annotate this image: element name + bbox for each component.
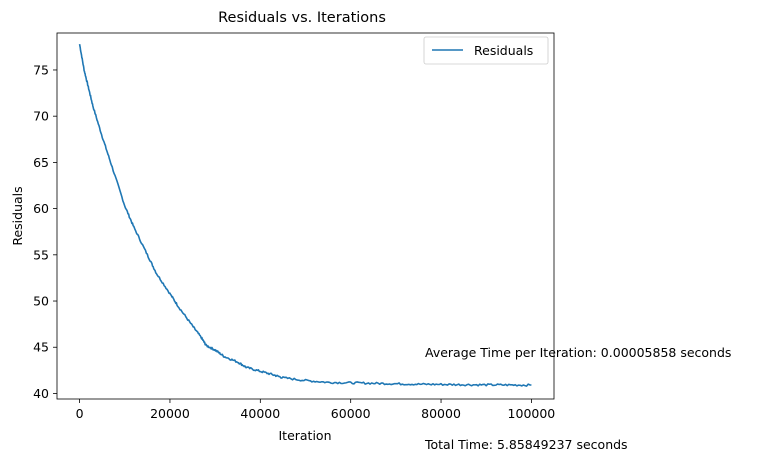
- y-tick-label: 60: [33, 201, 49, 216]
- legend: Residuals: [423, 36, 549, 65]
- x-tick-label: 20000: [150, 406, 190, 421]
- x-tick-label: 80000: [421, 406, 461, 421]
- chart-title: Residuals vs. Iterations: [218, 10, 386, 26]
- annotation-total-time: Total Time: 5.85849237 seconds: [424, 437, 628, 452]
- annotation-average-time: Average Time per Iteration: 0.00005858 s…: [425, 345, 731, 360]
- y-tick-label: 45: [33, 340, 49, 355]
- plot-area-frame: [56, 32, 555, 400]
- x-tick-label: 0: [76, 406, 84, 421]
- y-tick-label: 65: [33, 155, 49, 170]
- legend-box: [423, 36, 549, 65]
- y-tick-label: 40: [33, 386, 49, 401]
- x-tick-label: 40000: [240, 406, 280, 421]
- x-tick-label: 60000: [331, 406, 371, 421]
- legend-label-residuals: Residuals: [474, 43, 533, 58]
- y-axis-ticks: 40 45 50 55 60 65 70 75: [33, 62, 57, 401]
- series-line-residuals: [78, 43, 532, 387]
- y-axis-label: Residuals: [10, 186, 25, 245]
- y-tick-label: 70: [33, 109, 49, 124]
- y-tick-label: 75: [33, 62, 49, 77]
- x-tick-label: 100000: [508, 406, 556, 421]
- x-axis-ticks: 0 20000 40000 60000 80000 100000: [76, 399, 556, 421]
- x-axis-label: Iteration: [278, 428, 331, 443]
- y-tick-label: 55: [33, 247, 49, 262]
- y-tick-label: 50: [33, 294, 49, 309]
